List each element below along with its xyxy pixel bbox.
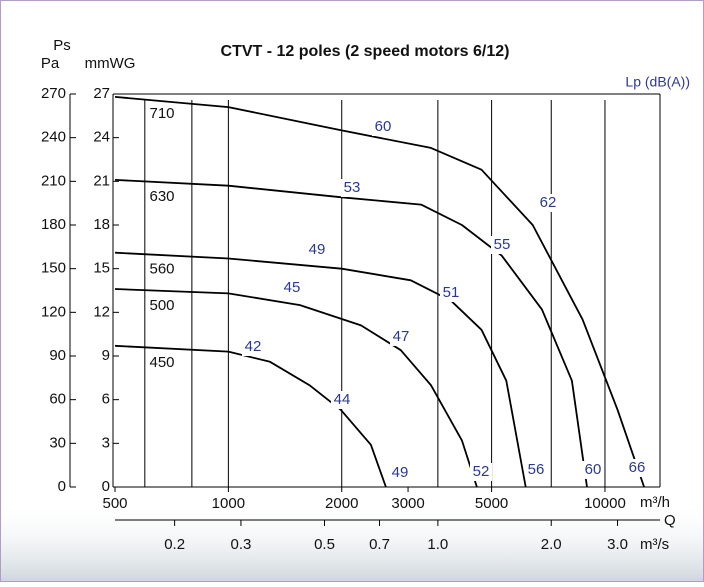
y-tick-label: 0 — [58, 478, 66, 495]
x2-tick-label: 3.0 — [607, 536, 628, 553]
y-label: Pa — [41, 55, 60, 72]
x-label: Q — [664, 512, 676, 529]
noise-label: 60 — [585, 461, 602, 478]
x-tick-label: 2000 — [325, 495, 358, 512]
x2-tick-label: 0.7 — [369, 536, 390, 553]
speed-label-bg — [146, 105, 178, 122]
x-tick-label: 1000 — [212, 495, 245, 512]
curve — [114, 344, 387, 488]
background-image — [0, 500, 704, 582]
y-tick-label: 120 — [41, 303, 66, 320]
y-tick-label: 150 — [41, 260, 66, 277]
noise-label: 55 — [494, 236, 511, 253]
x-tick-label: 5000 — [475, 495, 508, 512]
y-tick-label: 210 — [41, 172, 66, 189]
curve — [114, 96, 645, 488]
noise-label: 53 — [344, 179, 361, 196]
x2-unit: m³/s — [640, 536, 669, 553]
y2-tick-label: 6 — [102, 391, 110, 408]
noise-label-bg — [372, 118, 394, 136]
y2-tick-label: 15 — [93, 260, 110, 277]
noise-label: 49 — [309, 241, 326, 258]
noise-label-bg — [281, 279, 303, 297]
y-tick-label: 270 — [41, 85, 66, 102]
y2-tick-label: 0 — [102, 478, 110, 495]
speed-label: 710 — [149, 105, 174, 122]
speed-label: 500 — [149, 297, 174, 314]
y-tick-label: 180 — [41, 216, 66, 233]
noise-label: 45 — [284, 279, 301, 296]
noise-label-bg — [389, 464, 411, 482]
x2-tick-label: 2.0 — [541, 536, 562, 553]
noise-label-bg — [390, 328, 412, 346]
speed-label: 560 — [149, 261, 174, 278]
noise-label: 52 — [473, 463, 490, 480]
noise-label-bg — [491, 236, 513, 254]
speed-label-bg — [146, 354, 178, 371]
chart-title: CTVT - 12 poles (2 speed motors 6/12) — [221, 43, 510, 60]
noise-label-bg — [440, 284, 462, 302]
y2-tick-label: 9 — [102, 347, 110, 364]
speed-label-bg — [146, 298, 178, 315]
x-tick-label: 3000 — [391, 495, 424, 512]
y2-tick-label: 21 — [93, 172, 110, 189]
noise-label: 44 — [334, 391, 351, 408]
noise-label: 56 — [528, 461, 545, 478]
y-tick-label: 60 — [49, 391, 66, 408]
noise-label: Lp (dB(A)) — [625, 74, 690, 90]
speed-label: 450 — [149, 354, 174, 371]
noise-label: 42 — [245, 338, 262, 355]
x-unit: m³/h — [640, 494, 670, 511]
noise-label-bg — [582, 461, 604, 479]
noise-label-bg — [537, 194, 559, 212]
curve — [114, 179, 588, 488]
noise-label: 47 — [393, 328, 410, 345]
noise-label-bg — [470, 463, 492, 481]
noise-label-bg — [525, 461, 547, 479]
y2-tick-label: 3 — [102, 434, 110, 451]
y-tick-label: 30 — [49, 434, 66, 451]
noise-label-bg — [331, 391, 353, 409]
x2-tick-label: 0.5 — [314, 536, 335, 553]
noise-label: 66 — [629, 459, 646, 476]
curve — [114, 251, 527, 488]
noise-label: 60 — [375, 118, 392, 135]
noise-label-bg — [242, 338, 264, 356]
speed-label-bg — [146, 261, 178, 278]
x2-tick-label: 0.3 — [231, 536, 252, 553]
y2-label: mmWG — [85, 55, 136, 72]
y2-tick-label: 27 — [93, 85, 110, 102]
noise-label: 62 — [540, 194, 557, 211]
x2-tick-label: 1.0 — [427, 536, 448, 553]
noise-label-bg — [341, 179, 363, 197]
y2-tick-label: 12 — [93, 303, 110, 320]
noise-label-bg — [306, 241, 328, 259]
y-tick-label: 90 — [49, 347, 66, 364]
speed-label: 630 — [149, 188, 174, 205]
y2-tick-label: 18 — [93, 216, 110, 233]
noise-label: 49 — [392, 464, 409, 481]
x-tick-label: 10000 — [584, 495, 626, 512]
noise-label: 51 — [443, 284, 460, 301]
speed-label-bg — [146, 188, 178, 205]
noise-label-bg — [626, 459, 648, 477]
x-tick-label: 500 — [102, 495, 127, 512]
x2-tick-label: 0.2 — [164, 536, 185, 553]
y2-tick-label: 24 — [93, 129, 110, 146]
curve — [114, 288, 478, 488]
y-label-top: Ps — [53, 37, 71, 54]
y-tick-label: 240 — [41, 129, 66, 146]
